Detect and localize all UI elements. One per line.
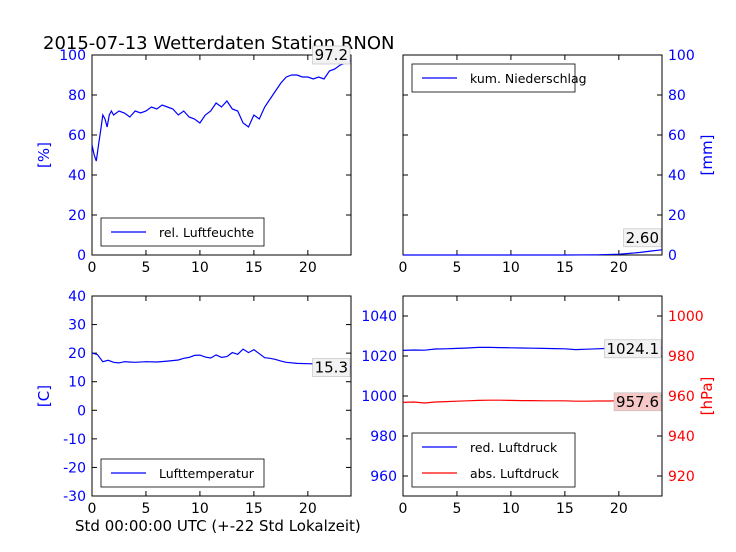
x-tick-label: 15 xyxy=(245,260,263,276)
value-annotation: 97.2 xyxy=(315,46,348,64)
y-tick-label: 1020 xyxy=(361,349,397,365)
y-tick-label: 60 xyxy=(668,128,686,144)
y-tick-label: -10 xyxy=(63,432,86,448)
y-tick-label: 0 xyxy=(77,248,86,264)
x-tick-label: 5 xyxy=(141,501,150,517)
x-tick-label: 10 xyxy=(502,260,520,276)
y-tick-label: 30 xyxy=(68,318,86,334)
x-tick-label: 10 xyxy=(191,501,209,517)
x-tick-label: 10 xyxy=(191,260,209,276)
series-line-1 xyxy=(91,60,352,162)
figure-title: 2015-07-13 Wetterdaten Station RNON xyxy=(43,33,394,54)
y-tick-label: 20 xyxy=(668,208,686,224)
x-tick-label: 10 xyxy=(502,501,520,517)
legend-label: rel. Luftfeuchte xyxy=(159,225,254,240)
y-tick-label: 100 xyxy=(59,48,86,64)
y-tick-label: 0 xyxy=(668,248,677,264)
legend: rel. Luftfeuchte xyxy=(100,217,265,247)
x-tick-label: 15 xyxy=(556,501,574,517)
x-tick-label: 0 xyxy=(399,501,408,517)
legend-label: Lufttemperatur xyxy=(159,466,255,481)
y-tick-label: 80 xyxy=(668,88,686,104)
y-tick-label: 960 xyxy=(370,469,397,485)
x-tick-label: 15 xyxy=(556,260,574,276)
value-annotation-box xyxy=(312,45,351,65)
x-tick-label: 5 xyxy=(141,260,150,276)
value-annotation-box xyxy=(613,392,662,412)
x-tick-label: 20 xyxy=(610,260,628,276)
value-annotation-box xyxy=(623,228,662,248)
legend: kum. Niederschlag xyxy=(411,63,587,93)
x-tick-label: 15 xyxy=(245,501,263,517)
value-annotation: 2.60 xyxy=(626,229,659,247)
panel-pressure: 0 5 10 15 20 960 980 1000 1020 1040 920 940 960 980 10… xyxy=(361,295,716,517)
legend: red. Luftdruck abs. Luftdruck xyxy=(411,432,576,488)
value-annotation-box xyxy=(604,339,662,359)
y-tick-label: 0 xyxy=(77,403,86,419)
y-tick-label: 980 xyxy=(668,349,695,365)
y-tick-label: 40 xyxy=(68,289,86,305)
x-tick-label: 20 xyxy=(299,501,317,517)
x-tick-label: 5 xyxy=(452,260,461,276)
legend-label: kum. Niederschlag xyxy=(470,71,587,86)
y-tick-label: -30 xyxy=(63,489,86,505)
y-tick-label: -20 xyxy=(63,460,86,476)
series-line-1 xyxy=(403,249,663,256)
x-tick-label: 0 xyxy=(88,260,97,276)
y-tick-label: 40 xyxy=(68,168,86,184)
panel-humidity: 0 5 10 15 20 0 20 40 60 80 100 [%] rel. Luftfeuchte 9… xyxy=(35,45,352,276)
figure-xlabel: Std 00:00:00 UTC (+-22 Std Lokalzeit) xyxy=(75,517,361,535)
value-annotation: 957.6 xyxy=(616,393,659,411)
y-tick-label: 940 xyxy=(668,429,695,445)
y-axis-label: [mm] xyxy=(698,135,716,176)
y-tick-label: 920 xyxy=(668,469,695,485)
y-tick-label: 20 xyxy=(68,208,86,224)
y-tick-label: 10 xyxy=(68,375,86,391)
y-tick-label: 80 xyxy=(68,88,86,104)
y-tick-label: 60 xyxy=(68,128,86,144)
panel-temperature: 0 5 10 15 20 -30 -20 -10 0 10 20 30 40 [C] Lufttempera… xyxy=(35,289,352,517)
x-tick-label: 5 xyxy=(452,501,461,517)
y-tick-label: 1040 xyxy=(361,309,397,325)
legend: Lufttemperatur xyxy=(100,458,265,488)
y-tick-label: 100 xyxy=(668,48,695,64)
x-tick-label: 0 xyxy=(399,260,408,276)
value-annotation-box xyxy=(312,358,351,377)
series-line-1 xyxy=(91,348,352,368)
y-tick-label: 1000 xyxy=(668,309,704,325)
y-tick-label: 40 xyxy=(668,168,686,184)
legend-label: abs. Luftdruck xyxy=(470,466,560,481)
legend-frame xyxy=(411,432,576,488)
y-tick-label: 980 xyxy=(370,429,397,445)
y-tick-label: 960 xyxy=(668,389,695,405)
x-tick-label: 20 xyxy=(299,260,317,276)
y-axis-label: [C] xyxy=(35,385,53,407)
y-axis-label: [hPa] xyxy=(698,377,716,416)
value-annotation: 1024.1 xyxy=(607,340,660,358)
x-tick-label: 0 xyxy=(88,501,97,517)
x-tick-label: 20 xyxy=(610,501,628,517)
panel-precipitation: 0 5 10 15 20 0 20 40 60 80 100 [mm] kum. Niederschla… xyxy=(399,48,716,276)
y-axis-label: [%] xyxy=(35,142,53,168)
value-annotation: 15.3 xyxy=(315,359,348,377)
y-tick-label: 20 xyxy=(68,346,86,362)
y-tick-label: 1000 xyxy=(361,389,397,405)
legend-label: red. Luftdruck xyxy=(470,440,558,455)
